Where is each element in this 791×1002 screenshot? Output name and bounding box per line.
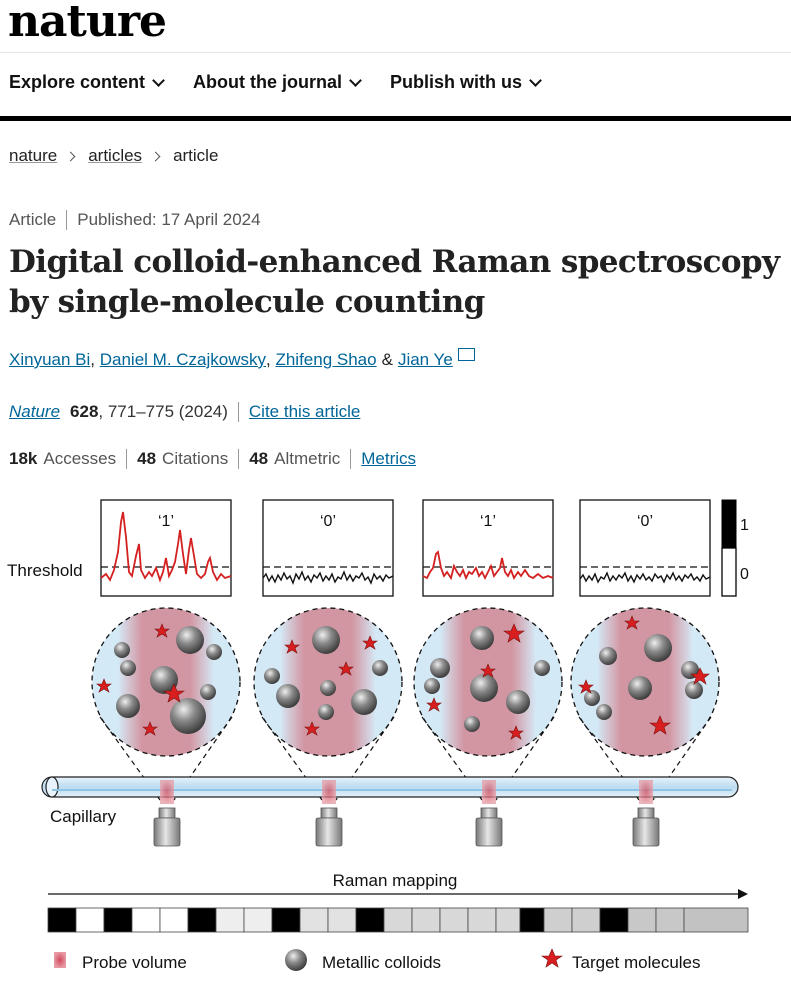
author-link[interactable]: Daniel M. Czajkowsky: [99, 350, 266, 369]
breadcrumb-current: article: [173, 146, 219, 165]
article-figure[interactable]: Threshold ‘1’ ‘0’ ‘1’ ‘0’ 1 0: [0, 492, 791, 1002]
article-type: Article: [9, 210, 57, 229]
panel-label: ‘0’: [320, 513, 336, 530]
probe-volume-swatch: [54, 952, 66, 968]
digital-readout-bar: [47, 907, 749, 933]
divider: [237, 402, 239, 422]
capillary-tube: [41, 776, 739, 798]
nature-logo[interactable]: nature: [8, 0, 167, 47]
citation-line: Nature 628 , 771–775 (2024) Cite this ar…: [9, 402, 360, 422]
citations-label: Citations: [162, 449, 229, 468]
divider: [238, 449, 240, 469]
breadcrumb-articles[interactable]: articles: [88, 146, 143, 165]
star-icon: [541, 948, 563, 968]
detection-bubble-4: [570, 607, 720, 757]
divider: [126, 449, 128, 469]
chevron-down-icon: [349, 73, 362, 87]
objective-lenses: [153, 780, 660, 847]
accesses-count: 18k: [9, 449, 38, 468]
nav-explore-content[interactable]: Explore content: [9, 72, 165, 93]
author-link[interactable]: Xinyuan Bi: [9, 350, 91, 369]
metrics-bar: 18k Accesses 48 Citations 48 Altmetric M…: [9, 449, 416, 469]
signal-trace: [262, 570, 394, 585]
capillary-label: Capillary: [50, 807, 117, 826]
breadcrumb: nature articles article: [9, 146, 218, 166]
citations-count: 48: [137, 449, 157, 468]
author-list: Xinyuan Bi, Daniel M. Czajkowsky, Zhifen…: [9, 347, 475, 370]
page-title: Digital colloid-enhanced Raman spectrosc…: [9, 244, 780, 320]
main-nav: Explore content About the journal Publis…: [9, 72, 570, 93]
signal-trace: [579, 571, 711, 584]
signal-panel-1: ‘1’: [100, 499, 232, 597]
divider: [66, 210, 68, 230]
journal-link[interactable]: Nature: [9, 402, 61, 421]
altmetric-count: 48: [249, 449, 269, 468]
nav-about-journal[interactable]: About the journal: [193, 72, 362, 93]
divider: [350, 449, 352, 469]
detection-bubble-2: [253, 607, 403, 757]
svg-text:0: 0: [740, 566, 749, 583]
author-amp: &: [381, 350, 393, 369]
legend-metallic-colloids: Metallic colloids: [322, 953, 441, 972]
chevron-right-icon: [65, 151, 76, 161]
figure-legend: Probe volume Metallic colloids Target mo…: [54, 948, 701, 972]
article-meta: Article Published: 17 April 2024: [9, 210, 261, 230]
author-link[interactable]: Zhifeng Shao: [275, 350, 377, 369]
threshold-label: Threshold: [7, 561, 83, 580]
header-divider: [0, 52, 791, 53]
legend-target-molecules: Target molecules: [572, 953, 701, 972]
breadcrumb-nature[interactable]: nature: [9, 146, 58, 165]
panel-label: ‘1’: [158, 513, 174, 530]
nav-divider: [0, 116, 791, 121]
published-date: Published: 17 April 2024: [77, 210, 261, 229]
signal-panel-2: ‘0’: [262, 499, 394, 597]
metrics-link[interactable]: Metrics: [361, 449, 417, 468]
detection-bubble-3: [413, 607, 563, 757]
mail-icon[interactable]: [457, 347, 475, 361]
cite-this-article-link[interactable]: Cite this article: [248, 402, 361, 421]
signal-panel-4: ‘0’: [579, 499, 711, 597]
raman-arrow: [48, 889, 748, 899]
colloid-swatch: [285, 949, 307, 971]
raman-mapping-label: Raman mapping: [333, 871, 458, 890]
detection-bubble-1: [91, 607, 241, 757]
accesses-label: Accesses: [43, 449, 117, 468]
pages: , 771–775 (2024): [98, 402, 228, 421]
chevron-right-icon: [150, 151, 161, 161]
volume: 628: [70, 402, 99, 421]
scale-bar: 1 0: [721, 499, 749, 597]
panel-label: ‘0’: [637, 513, 653, 530]
chevron-down-icon: [152, 73, 165, 87]
svg-text:1: 1: [740, 517, 749, 534]
signal-trace: [422, 550, 554, 581]
chevron-down-icon: [529, 73, 542, 87]
signal-panel-3: ‘1’: [422, 499, 554, 597]
signal-trace: [100, 511, 232, 583]
nav-publish-with-us[interactable]: Publish with us: [390, 72, 542, 93]
legend-probe-volume: Probe volume: [82, 953, 187, 972]
panel-label: ‘1’: [480, 513, 496, 530]
author-link[interactable]: Jian Ye: [397, 350, 453, 369]
altmetric-label: Altmetric: [274, 449, 341, 468]
